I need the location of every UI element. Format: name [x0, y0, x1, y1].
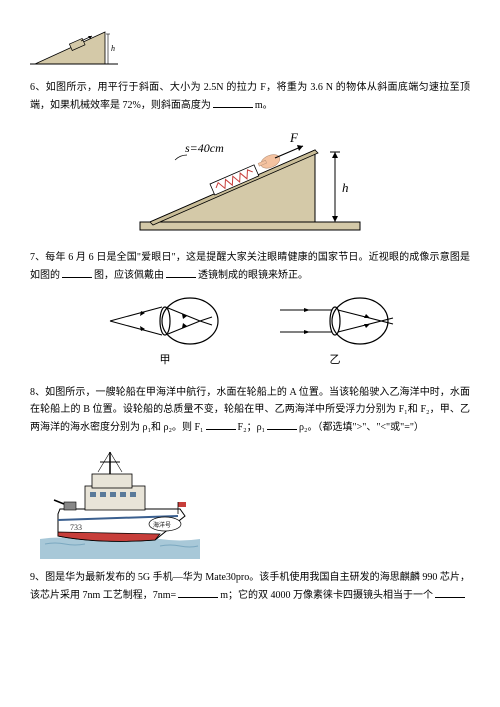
q6-top-figure: h [30, 24, 470, 69]
q9-blank-1 [178, 586, 218, 598]
h-label: h [342, 180, 349, 195]
question-6: 6、如图所示，用平行于斜面、大小为 2.5N 的拉力 F，将重为 3.6 N 的… [30, 79, 470, 114]
ship-name: 海洋号 [153, 521, 171, 529]
q7-blank-1 [62, 266, 92, 278]
eye-label-left: 甲 [105, 351, 225, 370]
eye-label-right: 乙 [275, 351, 395, 370]
q6-main-figure: F s=40cm h [30, 122, 470, 237]
q7-text-b: 图，应该佩戴由 [94, 270, 164, 281]
question-8: 8、如图所示，一艘轮船在甲海洋中航行，水面在轮船上的 A 位置。当该轮船驶入乙海… [30, 384, 470, 436]
svg-text:h: h [111, 44, 115, 53]
q6-text: 6、如图所示，用平行于斜面、大小为 2.5N 的拉力 F，将重为 3.6 N 的… [30, 79, 470, 114]
question-7: 7、每年 6 月 6 日是全国"爱眼日"，这是提醒大家关注眼睛健康的国家节日。近… [30, 249, 470, 284]
ship-figure: 733 海洋号 [40, 444, 470, 559]
q8-blank-2 [267, 418, 297, 430]
q6-unit: m。 [255, 100, 273, 111]
q8-text-b: F₂；ρ₁ [238, 422, 266, 433]
q7-blank-2 [166, 266, 196, 278]
q7-text: 7、每年 6 月 6 日是全国"爱眼日"，这是提醒大家关注眼睛健康的国家节日。近… [30, 249, 470, 284]
incline-small-svg: h [30, 24, 120, 69]
eye-left-svg [105, 294, 225, 349]
q8-text: 8、如图所示，一艘轮船在甲海洋中航行，水面在轮船上的 A 位置。当该轮船驶入乙海… [30, 384, 470, 436]
q7-text-c: 透镜制成的眼镜来矫正。 [198, 270, 308, 281]
incline-main-svg: F s=40cm h [135, 122, 365, 237]
q9-text: 9、图是华为最新发布的 5G 手机—华为 Mate30pro。该手机使用我国自主… [30, 569, 470, 604]
ship-number: 733 [70, 523, 82, 532]
q9-text-b: m；它的双 4000 万像素徕卡四摄镜头相当于一个 [220, 590, 433, 601]
eye-right-svg [275, 294, 395, 349]
q6-blank [213, 96, 253, 108]
s-label: s=40cm [185, 141, 224, 155]
eye-right-block: 乙 [275, 294, 395, 370]
eye-left-block: 甲 [105, 294, 225, 370]
q9-blank-2 [435, 586, 465, 598]
ship-svg: 733 海洋号 [40, 444, 200, 559]
question-9: 9、图是华为最新发布的 5G 手机—华为 Mate30pro。该手机使用我国自主… [30, 569, 470, 604]
q8-text-c: ρ₂。（都选填">"、"<"或"="） [299, 422, 424, 433]
F-label: F [289, 130, 299, 145]
q8-blank-1 [206, 418, 236, 430]
eye-diagrams: 甲 乙 [30, 294, 470, 370]
